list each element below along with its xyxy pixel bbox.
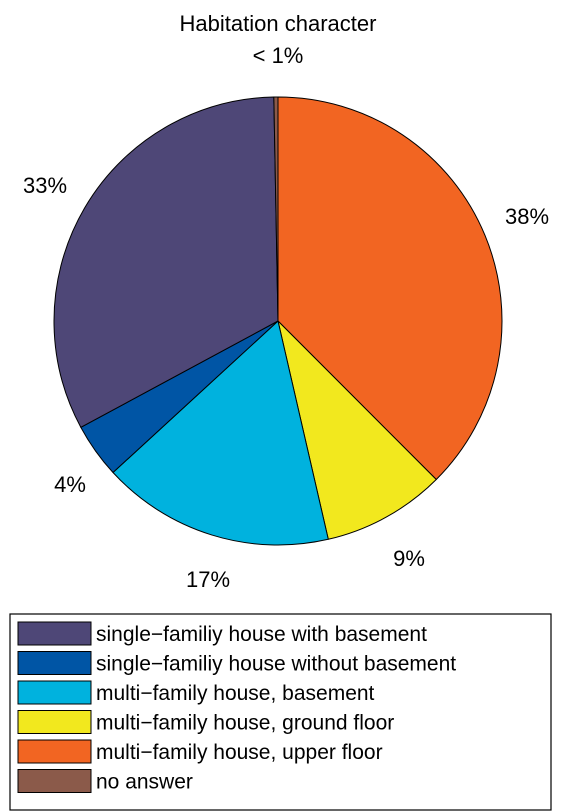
legend-swatch-single-familiy-house-without-basement	[17, 651, 92, 675]
legend-label-single-familiy-house-with-basement: single−familiy house with basement	[96, 623, 427, 646]
slice-label-multi-family-house-upper-floor: 38%	[505, 204, 549, 229]
pie-slice-no-answer	[273, 96, 279, 322]
pie-slice-multi-family-house-ground-floor	[277, 320, 437, 540]
slice-label-single-familiy-house-without-basement: 4%	[54, 472, 86, 497]
slice-label-multi-family-house-ground-floor: 9%	[393, 546, 425, 571]
legend-swatch-multi-family-house-upper-floor	[17, 739, 92, 764]
legend: single−familiy house with basement single…	[9, 613, 552, 811]
legend-label-multi-family-house-ground-floor: multi−family house, ground floor	[96, 712, 394, 735]
legend-swatch-single-familiy-house-with-basement	[17, 621, 92, 646]
legend-label-multi-family-house-basement: multi−family house, basement	[96, 682, 375, 705]
pie-slices	[53, 96, 503, 546]
slice-label-multi-family-house-basement: 17%	[186, 567, 230, 592]
legend-label-multi-family-house-upper-floor: multi−family house, upper floor	[96, 741, 383, 764]
pie-slice-single-familiy-house-with-basement	[53, 96, 279, 428]
legend-swatch-multi-family-house-ground-floor	[17, 710, 92, 734]
percentage-labels: 38% 9% 17% 4% 33% < 1%	[23, 43, 549, 592]
legend-label-no-answer: no answer	[96, 771, 193, 794]
legend-swatch-multi-family-house-basement	[17, 680, 92, 705]
legend-label-single-familiy-house-without-basement: single−familiy house without basement	[96, 653, 456, 676]
slice-label-single-familiy-house-with-basement: 33%	[23, 173, 67, 198]
chart-title: Habitation character	[180, 11, 377, 36]
legend-box	[9, 613, 552, 811]
slice-label-no-answer: < 1%	[253, 43, 304, 68]
legend-swatch-no-answer	[17, 769, 92, 793]
pie-slice-multi-family-house-upper-floor	[277, 96, 503, 481]
pie-slice-multi-family-house-basement	[112, 320, 329, 546]
